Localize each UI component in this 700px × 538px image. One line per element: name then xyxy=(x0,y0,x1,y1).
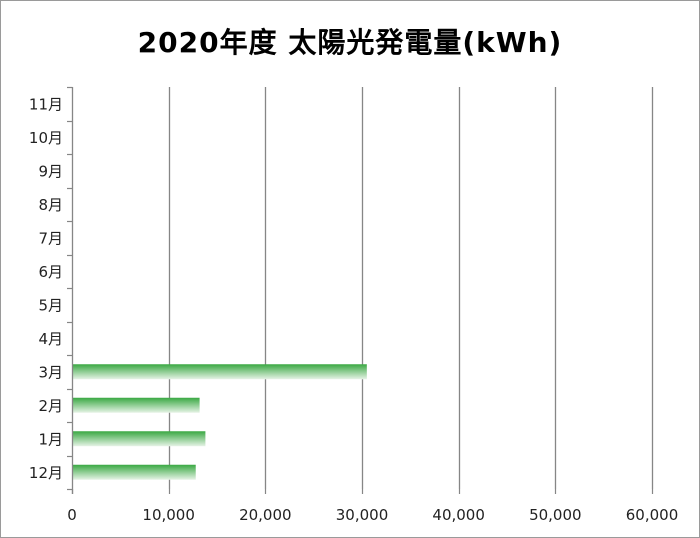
axes xyxy=(67,86,654,494)
y-tick-label: 9月 xyxy=(38,162,63,180)
gridlines xyxy=(168,87,654,489)
y-tick-label: 5月 xyxy=(38,296,63,314)
y-tick-label: 11月 xyxy=(29,95,63,113)
x-tick-label: 10,000 xyxy=(142,506,195,524)
bar-1月 xyxy=(72,431,206,447)
x-tick-label: 40,000 xyxy=(432,506,485,524)
y-tick-label: 8月 xyxy=(38,196,63,214)
y-tick-label: 7月 xyxy=(38,229,63,247)
y-tick-label: 10月 xyxy=(29,129,63,147)
x-tick-label: 30,000 xyxy=(336,506,389,524)
y-tick-label: 1月 xyxy=(38,430,63,448)
x-tick-label: 20,000 xyxy=(239,506,292,524)
y-tick-label: 4月 xyxy=(38,330,63,348)
y-tick-label: 12月 xyxy=(29,464,63,482)
x-tick-label: 0 xyxy=(67,506,77,524)
bars xyxy=(72,364,367,480)
x-tick-label: 50,000 xyxy=(529,506,582,524)
y-tick-label: 3月 xyxy=(38,363,63,381)
bar-12月 xyxy=(72,464,196,480)
y-tick-label: 6月 xyxy=(38,263,63,281)
chart-title: 2020年度 太陽光発電量(kWh) xyxy=(137,26,563,59)
y-tick-label: 2月 xyxy=(38,397,63,415)
bar-2月 xyxy=(72,397,200,413)
tick-labels: 12月 1月 2月 3月 4月 5月 6月 7月 8月 9月 10月 11月 0 10,000 20,000… xyxy=(29,95,678,524)
bar-3月 xyxy=(72,364,367,380)
x-tick-label: 60,000 xyxy=(626,506,679,524)
